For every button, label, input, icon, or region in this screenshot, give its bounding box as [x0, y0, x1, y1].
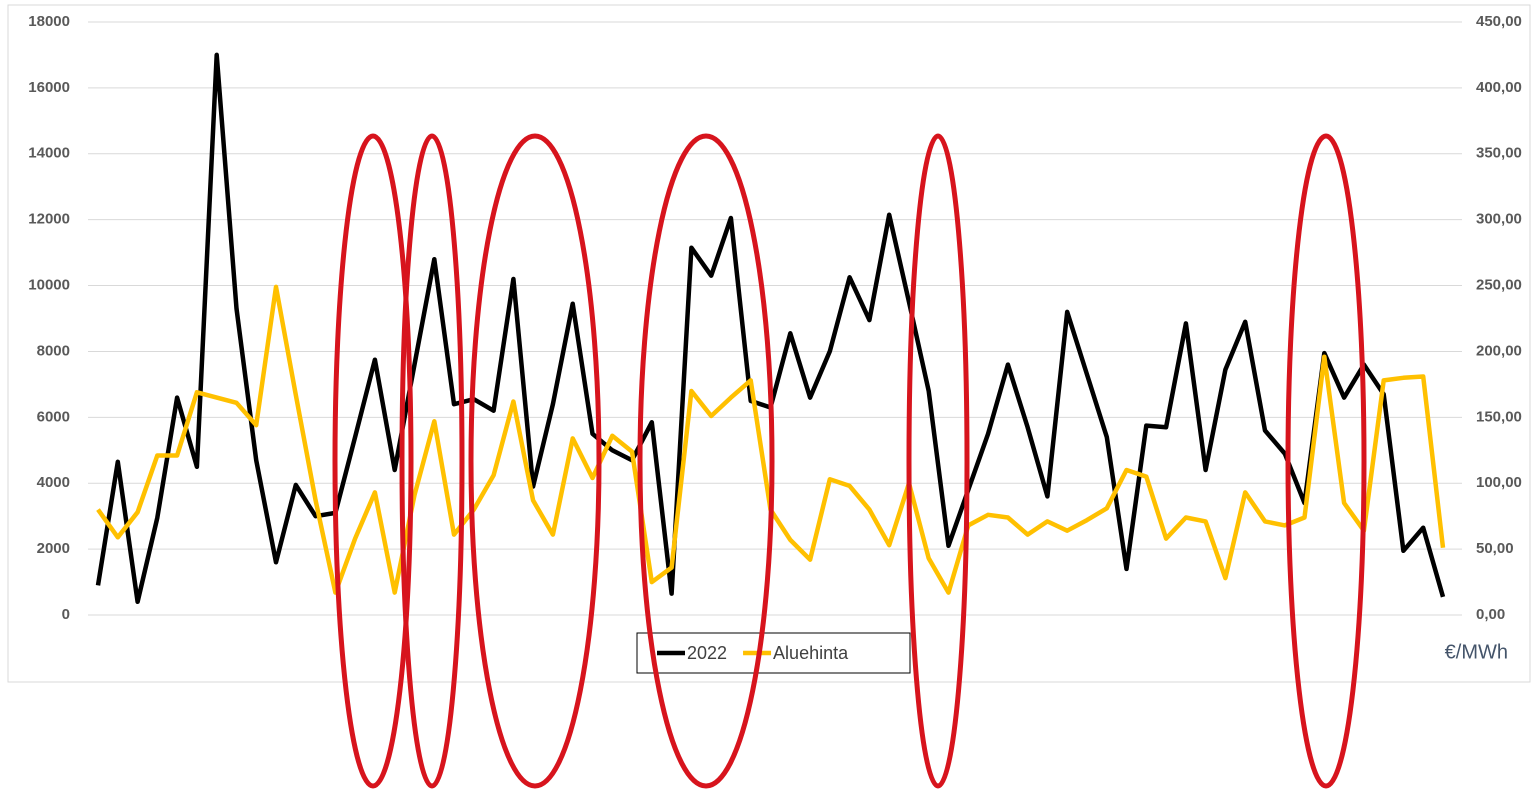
- legend-label: Aluehinta: [773, 643, 849, 663]
- y2-tick-label: 350,00: [1476, 145, 1522, 162]
- y-tick-label: 10000: [28, 277, 70, 294]
- y2-tick-label: 450,00: [1476, 13, 1522, 30]
- highlight-ellipse: [1285, 133, 1367, 789]
- y2-tick-label: 150,00: [1476, 408, 1522, 425]
- legend: 2022 Aluehinta: [657, 643, 849, 663]
- y-tick-label: 6000: [37, 408, 70, 425]
- y-tick-label: 16000: [28, 79, 70, 96]
- y2-tick-label: 0,00: [1476, 606, 1505, 623]
- y2-tick-label: 50,00: [1476, 540, 1514, 557]
- y-tick-label: 0: [62, 606, 70, 623]
- y-tick-label: 14000: [28, 145, 70, 162]
- y2-tick-label: 200,00: [1476, 342, 1522, 359]
- y-tick-label: 4000: [37, 474, 70, 491]
- y-tick-label: 12000: [28, 211, 70, 228]
- y2-tick-label: 300,00: [1476, 211, 1522, 228]
- y-tick-label: 2000: [37, 540, 70, 557]
- highlight-ellipse: [332, 133, 414, 789]
- legend-label: 2022: [687, 643, 727, 663]
- highlight-ellipse: [637, 133, 775, 789]
- highlight-ellipse: [468, 133, 602, 789]
- highlight-ellipse: [906, 133, 970, 789]
- y2-tick-label: 100,00: [1476, 474, 1522, 491]
- y-tick-label: 18000: [28, 13, 70, 30]
- highlight-ellipse: [399, 133, 465, 789]
- y2-tick-label: 250,00: [1476, 277, 1522, 294]
- highlights: [332, 133, 1367, 789]
- y2-unit: €/MWh: [1445, 641, 1508, 663]
- y2-tick-label: 400,00: [1476, 79, 1522, 96]
- y-tick-label: 8000: [37, 342, 70, 359]
